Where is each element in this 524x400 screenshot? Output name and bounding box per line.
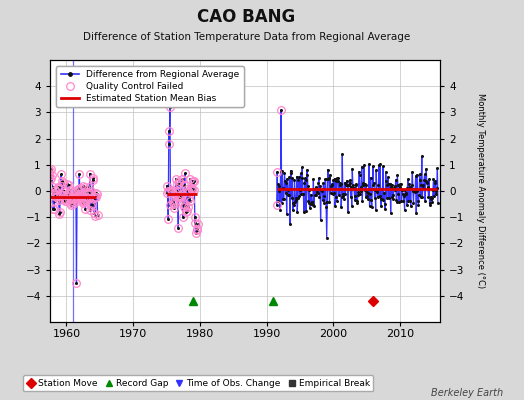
Text: Berkeley Earth: Berkeley Earth xyxy=(431,388,503,398)
Legend: Station Move, Record Gap, Time of Obs. Change, Empirical Break: Station Move, Record Gap, Time of Obs. C… xyxy=(23,375,374,392)
Y-axis label: Monthly Temperature Anomaly Difference (°C): Monthly Temperature Anomaly Difference (… xyxy=(476,94,485,288)
Text: Difference of Station Temperature Data from Regional Average: Difference of Station Temperature Data f… xyxy=(83,32,410,42)
Text: CAO BANG: CAO BANG xyxy=(197,8,296,26)
Legend: Difference from Regional Average, Quality Control Failed, Estimated Station Mean: Difference from Regional Average, Qualit… xyxy=(56,66,244,107)
